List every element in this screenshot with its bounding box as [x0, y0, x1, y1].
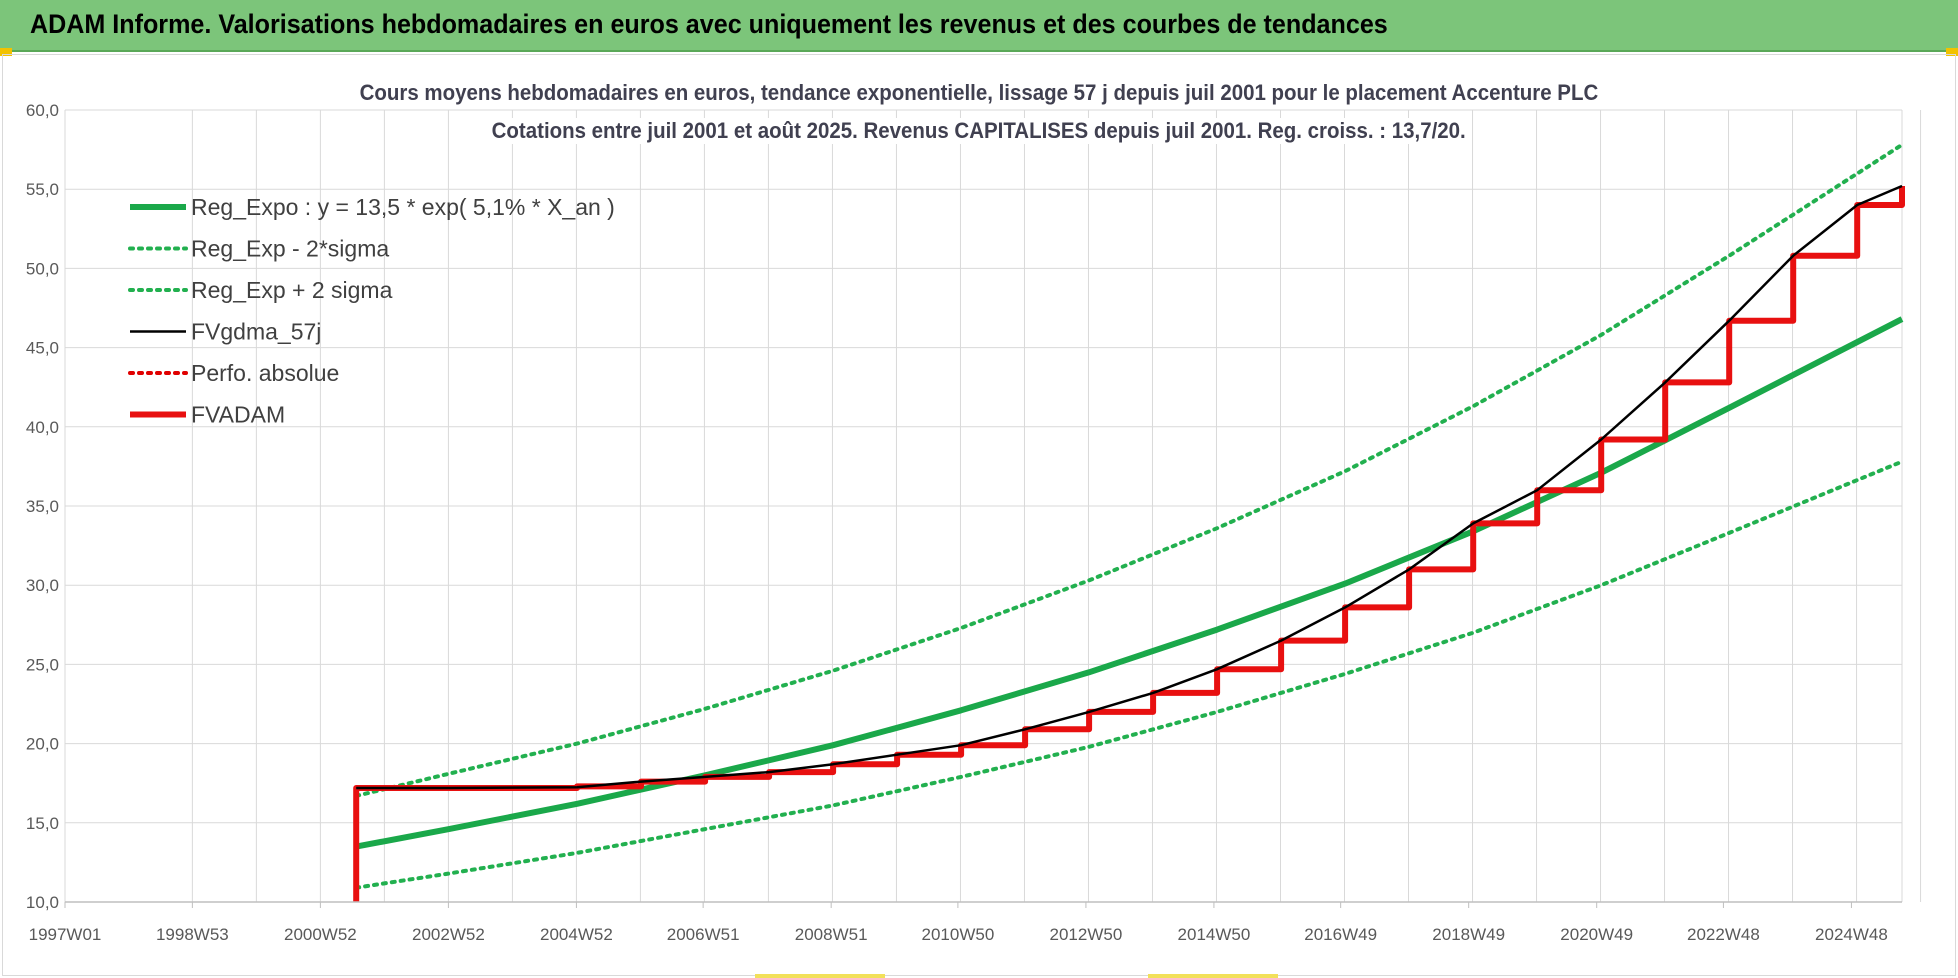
x-tick-label: 2020W49: [1560, 925, 1633, 944]
y-tick-label: 10,0: [26, 893, 59, 912]
x-tick-label: 2022W48: [1687, 925, 1760, 944]
legend-label-4: Perfo. absolue: [191, 360, 339, 386]
y-tick-label: 25,0: [26, 655, 59, 674]
chart-title-line-2: Cotations entre juil 2001 et août 2025. …: [0, 118, 1958, 144]
series-layer: [353, 142, 1905, 902]
y-tick-label: 30,0: [26, 576, 59, 595]
x-tick-label: 2014W50: [1178, 925, 1251, 944]
series-line-3: [356, 184, 1903, 790]
legend-label-5: FVADAM: [191, 402, 285, 428]
y-tick-label: 55,0: [26, 180, 59, 199]
y-tick-label: 45,0: [26, 339, 59, 358]
grid: [64, 109, 1922, 903]
legend-label-2: Reg_Exp + 2 sigma: [191, 277, 393, 303]
series-line-0: [355, 316, 1904, 850]
report-title: ADAM Informe. Valorisations hebdomadaire…: [30, 9, 1388, 39]
report-banner: ADAM Informe. Valorisations hebdomadaire…: [0, 0, 1958, 52]
chart-title-line-1: Cours moyens hebdomadaires en euros, ten…: [0, 80, 1958, 106]
axes: 10,0 15,0 20,0 25,0 30,0 35,0 40,0 45,0 50,0 55,0…: [26, 101, 1902, 944]
x-tick-label: 2024W48: [1815, 925, 1888, 944]
legend: Reg_Expo : y = 13,5 * exp( 5,1% * X_an )…: [128, 194, 615, 428]
corner-marker-right: [1946, 48, 1958, 56]
x-tick-label: 2008W51: [795, 925, 868, 944]
y-tick-label: 20,0: [26, 735, 59, 754]
legend-label-1: Reg_Exp - 2*sigma: [191, 236, 389, 262]
x-tick-label: 2010W50: [922, 925, 995, 944]
corner-marker-left: [0, 48, 12, 56]
chart-title-text-2: Cotations entre juil 2001 et août 2025. …: [486, 118, 1472, 144]
series-line-5: [353, 186, 1905, 902]
x-tick-label: 2002W52: [412, 925, 485, 944]
y-tick-label: 50,0: [26, 259, 59, 278]
x-tick-label: 1997W01: [29, 925, 102, 944]
x-tick-label: 2000W52: [284, 925, 357, 944]
legend-label-0: Reg_Expo : y = 13,5 * exp( 5,1% * X_an ): [191, 194, 615, 220]
series-line-1: [354, 459, 1904, 890]
x-tick-label: 2016W49: [1304, 925, 1377, 944]
x-tick-label: 2006W51: [667, 925, 740, 944]
x-tick-label: 2012W50: [1050, 925, 1123, 944]
series-line-2: [354, 142, 1904, 798]
chart-title-text-1: Cours moyens hebdomadaires en euros, ten…: [354, 80, 1604, 106]
y-tick-label: 60,0: [26, 101, 59, 120]
y-tick-label: 40,0: [26, 418, 59, 437]
legend-label-3: FVgdma_57j: [191, 319, 321, 345]
x-tick-label: 2018W49: [1432, 925, 1505, 944]
y-tick-label: 35,0: [26, 497, 59, 516]
y-tick-label: 15,0: [26, 814, 59, 833]
bottom-marker-1: [755, 974, 885, 978]
bottom-marker-2: [1148, 974, 1278, 978]
x-tick-label: 1998W53: [156, 925, 229, 944]
chart-frame: [2, 54, 1956, 976]
x-tick-label: 2004W52: [540, 925, 613, 944]
